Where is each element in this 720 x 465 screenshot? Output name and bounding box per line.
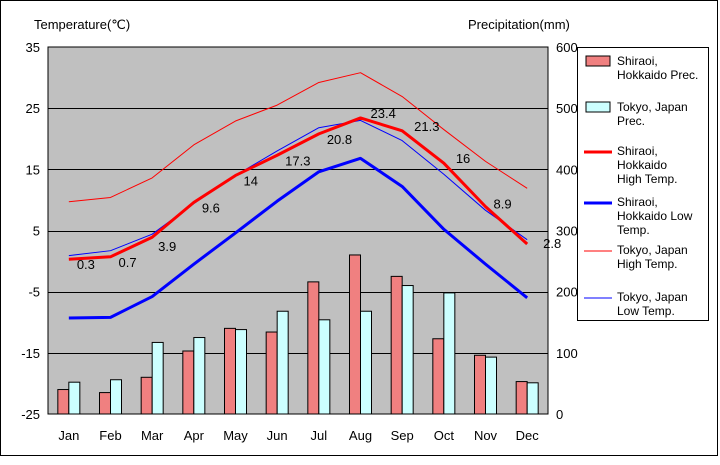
bar-shiraoi-prec: [57, 389, 70, 415]
bar-tokyo-prec: [318, 319, 331, 415]
legend-label: Temp.: [617, 223, 650, 237]
legend-box: [577, 47, 709, 321]
bar-tokyo-prec: [193, 337, 206, 415]
bar-shiraoi-prec: [265, 331, 278, 415]
left-tick-label: -15: [21, 346, 40, 361]
bar-shiraoi-prec: [515, 381, 528, 415]
right-tick-label: 500: [556, 101, 578, 116]
bar-shiraoi-prec: [474, 354, 486, 415]
data-label: 8.9: [494, 197, 512, 212]
x-tick-label: Oct: [434, 428, 455, 443]
legend-label: Tokyo, Japan: [617, 100, 688, 114]
x-tick-label: Nov: [474, 428, 498, 443]
x-tick-label: Jan: [58, 428, 79, 443]
legend-label: High Temp.: [617, 257, 677, 271]
x-tick-label: Sep: [391, 428, 414, 443]
bar-tokyo-prec: [360, 310, 372, 415]
data-label: 21.3: [414, 119, 439, 134]
bar-shiraoi-prec: [182, 350, 195, 415]
bar-shiraoi-prec: [349, 254, 361, 415]
x-tick-label: Apr: [184, 428, 205, 443]
data-label: 14: [244, 173, 258, 188]
legend: Shiraoi,Hokkaido Prec.Tokyo, JapanPrec.S…: [577, 47, 709, 321]
bar-tokyo-prec: [235, 329, 247, 415]
data-label: 20.8: [327, 132, 352, 147]
bar-shiraoi-prec: [432, 338, 445, 415]
left-tick-label: 5: [33, 224, 40, 239]
line-series-3: [68, 119, 528, 257]
data-label: 9.6: [202, 200, 220, 215]
line-series-2: [68, 72, 528, 203]
data-label: 0.3: [77, 257, 95, 272]
left-tick-label: -5: [28, 285, 40, 300]
left-tick-label: 15: [26, 162, 40, 177]
x-tick-label: May: [223, 428, 248, 443]
line-series-1: [68, 156, 529, 320]
bar-shiraoi-prec: [390, 275, 403, 415]
right-tick-label: 200: [556, 285, 578, 300]
legend-label: Hokkaido Low: [617, 209, 693, 223]
left-tick-label: 25: [26, 101, 40, 116]
right-tick-label: 0: [556, 407, 563, 422]
legend-label: Hokkaido: [617, 158, 667, 172]
left-tick-label: 35: [26, 40, 40, 55]
bar-tokyo-prec: [68, 381, 81, 415]
legend-label: Hokkaido Prec.: [617, 68, 698, 82]
legend-label: High Temp.: [617, 172, 677, 186]
legend-label: Tokyo, Japan: [617, 290, 688, 304]
x-tick-label: Dec: [516, 428, 540, 443]
right-tick-label: 300: [556, 224, 578, 239]
bar-tokyo-prec: [151, 341, 164, 415]
legend-label: Low Temp.: [617, 304, 675, 318]
data-label: 23.4: [371, 106, 396, 121]
legend-label: Prec.: [617, 114, 645, 128]
legend-label: Tokyo, Japan: [617, 243, 688, 257]
data-label: 3.9: [158, 239, 176, 254]
left-axis-title: Temperature(℃): [34, 17, 130, 32]
right-tick-label: 400: [556, 162, 578, 177]
legend-swatch: [585, 55, 611, 67]
x-tick-label: Jul: [311, 428, 328, 443]
bar-shiraoi-prec: [307, 281, 320, 415]
right-axis-title: Precipitation(mm): [468, 17, 570, 32]
data-label: 2.8: [543, 236, 561, 251]
bar-tokyo-prec: [443, 292, 456, 415]
plot-area: 35 25 15 5 -5 -15 -25 600 500 400 300 200 100 0 0.3 0.7…: [21, 40, 578, 443]
bar-tokyo-prec: [526, 382, 539, 415]
bar-tokyo-prec: [276, 310, 289, 415]
right-tick-label: 600: [556, 40, 578, 55]
legend-label: Shiraoi,: [617, 54, 658, 68]
x-tick-label: Feb: [99, 428, 121, 443]
x-tick-label: Mar: [141, 428, 164, 443]
line-series-0: [68, 116, 529, 261]
bar-shiraoi-prec: [99, 392, 111, 415]
bar-tokyo-prec: [485, 356, 497, 415]
bar-shiraoi-prec: [224, 327, 236, 415]
right-tick-label: 100: [556, 346, 578, 361]
x-tick-label: Aug: [349, 428, 372, 443]
legend-label: Shiraoi,: [617, 195, 658, 209]
x-tick-label: Jun: [267, 428, 288, 443]
legend-swatch: [585, 101, 611, 113]
bar-tokyo-prec: [110, 379, 122, 415]
data-label: 16: [456, 151, 470, 166]
data-label: 17.3: [285, 153, 310, 168]
left-tick-label: -25: [21, 407, 40, 422]
legend-label: Shiraoi,: [617, 144, 658, 158]
bar-tokyo-prec: [401, 285, 414, 415]
data-label: 0.7: [119, 255, 137, 270]
bar-shiraoi-prec: [140, 376, 153, 415]
plot-background: [47, 46, 549, 415]
